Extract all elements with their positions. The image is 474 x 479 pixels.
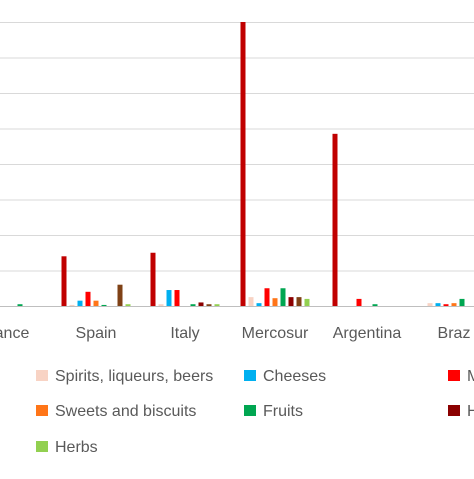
legend-label: H <box>467 403 474 420</box>
category-label: Braz <box>438 325 471 342</box>
category-label: Mercosur <box>242 325 309 342</box>
bar <box>248 297 254 306</box>
bar <box>288 297 294 306</box>
bar <box>356 298 362 306</box>
bar <box>256 303 262 306</box>
bar <box>264 288 270 306</box>
legend-swatch <box>244 370 256 381</box>
bar <box>372 304 378 306</box>
bar <box>198 302 204 306</box>
legend-label: Herbs <box>55 439 98 456</box>
category-label: Argentina <box>333 325 402 342</box>
legend-swatch <box>244 405 256 416</box>
legend-label: M <box>467 368 474 385</box>
bar <box>150 252 156 306</box>
legend-swatch <box>448 405 460 416</box>
bar <box>77 300 83 306</box>
bar <box>158 304 164 306</box>
bar <box>17 304 23 306</box>
bar <box>240 22 246 306</box>
legend-label: Spirits, liqueurs, beers <box>55 368 213 385</box>
category-labels: ance Spain Italy Mercosur Argentina Braz <box>0 325 470 342</box>
legend-swatch <box>36 405 48 416</box>
bar <box>61 256 67 306</box>
bar <box>332 133 338 306</box>
bar <box>174 290 180 306</box>
legend-swatch <box>36 370 48 381</box>
legend-label: Cheeses <box>263 368 326 385</box>
category-label: Spain <box>76 325 117 342</box>
bar <box>214 304 220 306</box>
bar <box>443 304 449 306</box>
bar <box>296 297 302 306</box>
bar <box>166 290 172 306</box>
legend-label: Sweets and biscuits <box>55 403 196 420</box>
bar <box>206 304 212 306</box>
gridlines <box>0 22 474 307</box>
category-label: Italy <box>170 325 199 342</box>
bar <box>435 303 441 306</box>
bar <box>69 304 75 306</box>
legend: Spirits, liqueurs, beers Cheeses M Sweets a… <box>36 368 474 456</box>
bar <box>451 303 457 306</box>
bar <box>459 298 465 306</box>
bar <box>93 300 99 306</box>
legend-swatch <box>36 441 48 452</box>
bar <box>101 304 107 306</box>
bar <box>427 303 433 306</box>
bar <box>280 288 286 306</box>
bars <box>17 22 465 306</box>
legend-swatch <box>448 370 460 381</box>
bar <box>85 291 91 306</box>
category-label: ance <box>0 325 29 342</box>
bar <box>117 284 123 306</box>
bar <box>272 298 278 306</box>
bar <box>125 304 131 306</box>
bar <box>190 304 196 306</box>
legend-label: Fruits <box>263 403 303 420</box>
bar <box>304 298 310 306</box>
